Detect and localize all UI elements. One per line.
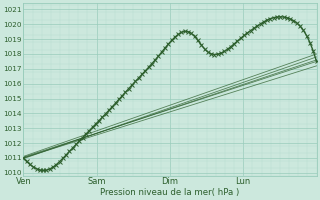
X-axis label: Pression niveau de la mer( hPa ): Pression niveau de la mer( hPa ) bbox=[100, 188, 240, 197]
